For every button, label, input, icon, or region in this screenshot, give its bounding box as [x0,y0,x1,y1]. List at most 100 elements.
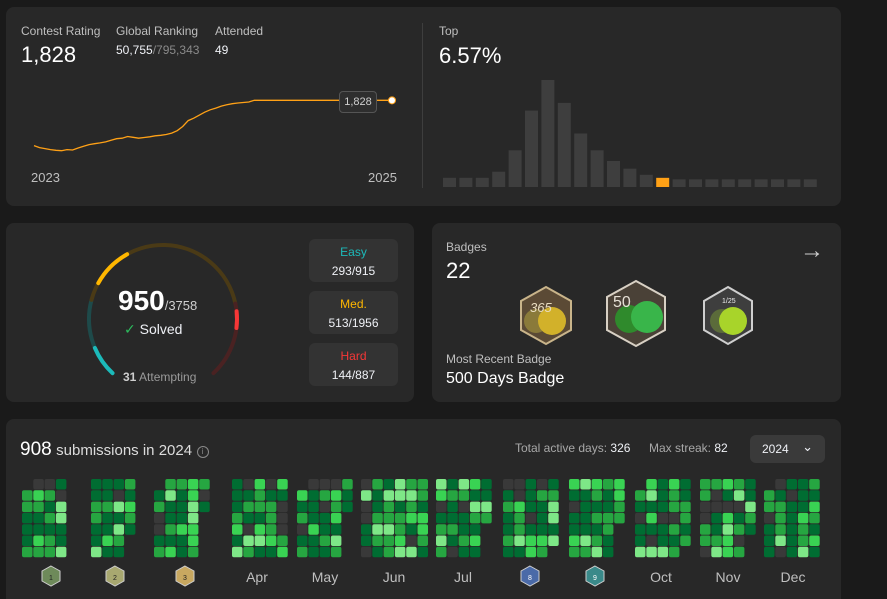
heatmap-day[interactable] [700,512,711,524]
heatmap-day[interactable] [417,512,429,524]
heatmap-day[interactable] [91,535,102,547]
heatmap-day[interactable] [22,501,33,513]
heatmap-day[interactable] [711,501,722,513]
heatmap-day[interactable] [243,501,254,513]
heatmap-day[interactable] [165,535,176,547]
heatmap-day[interactable] [342,490,353,501]
heatmap-day[interactable] [113,501,125,513]
heatmap-day[interactable] [436,524,447,535]
heatmap-day[interactable] [745,524,756,535]
heatmap-day[interactable] [458,512,470,524]
heatmap-day[interactable] [775,479,786,490]
heatmap-day[interactable] [786,490,798,501]
heatmap-day[interactable] [55,501,67,513]
heatmap-day[interactable] [711,490,722,501]
heatmap-day[interactable] [55,512,67,524]
heatmap-day[interactable] [711,512,722,524]
heatmap-day[interactable] [165,490,176,501]
heatmap-day[interactable] [657,524,669,535]
heatmap-grid[interactable] [6,419,841,599]
heatmap-day[interactable] [254,490,266,501]
heatmap-day[interactable] [469,490,481,501]
heatmap-day[interactable] [635,535,646,547]
heatmap-day[interactable] [330,512,342,524]
heatmap-day[interactable] [503,546,514,558]
heatmap-day[interactable] [44,479,56,490]
heatmap-day[interactable] [254,546,266,558]
heatmap-day[interactable] [33,501,44,513]
heatmap-day[interactable] [297,524,308,535]
heatmap-day[interactable] [417,490,429,501]
heatmap-day[interactable] [319,512,331,524]
heatmap-day[interactable] [372,490,383,501]
heatmap-day[interactable] [775,524,786,535]
heatmap-day[interactable] [514,524,525,535]
heatmap-day[interactable] [469,501,481,513]
heatmap-day[interactable] [383,501,395,513]
heatmap-day[interactable] [657,535,669,547]
heatmap-day[interactable] [635,512,646,524]
heatmap-day[interactable] [602,490,614,501]
month-badge-sep-icon[interactable]: 9 [585,565,605,587]
heatmap-day[interactable] [361,524,372,535]
heatmap-day[interactable] [417,546,429,558]
heatmap-day[interactable] [775,546,786,558]
heatmap-day[interactable] [436,490,447,501]
heatmap-day[interactable] [514,479,525,490]
heatmap-day[interactable] [668,479,680,490]
heatmap-day[interactable] [635,490,646,501]
heatmap-day[interactable] [447,490,458,501]
heatmap-day[interactable] [199,479,210,490]
heatmap-day[interactable] [319,501,331,513]
heatmap-day[interactable] [176,524,188,535]
heatmap-day[interactable] [503,535,514,547]
heatmap-day[interactable] [102,524,113,535]
heatmap-day[interactable] [797,512,809,524]
heatmap-day[interactable] [297,512,308,524]
heatmap-day[interactable] [243,546,254,558]
heatmap-day[interactable] [447,535,458,547]
heatmap-day[interactable] [44,546,56,558]
heatmap-day[interactable] [417,524,429,535]
heatmap-day[interactable] [154,501,165,513]
heatmap-day[interactable] [775,512,786,524]
heatmap-day[interactable] [646,535,657,547]
heatmap-day[interactable] [361,512,372,524]
heatmap-day[interactable] [525,512,537,524]
heatmap-day[interactable] [406,501,417,513]
heatmap-day[interactable] [525,546,537,558]
heatmap-day[interactable] [525,490,537,501]
heatmap-day[interactable] [635,546,646,558]
heatmap-day[interactable] [187,490,199,501]
heatmap-day[interactable] [44,524,56,535]
heatmap-day[interactable] [469,546,481,558]
heatmap-day[interactable] [548,535,559,547]
heatmap-day[interactable] [277,535,288,547]
heatmap-day[interactable] [733,535,745,547]
heatmap-day[interactable] [361,535,372,547]
heatmap-day[interactable] [591,535,603,547]
heatmap-day[interactable] [809,546,820,558]
heatmap-day[interactable] [514,546,525,558]
heatmap-day[interactable] [722,490,734,501]
heatmap-day[interactable] [797,501,809,513]
heatmap-day[interactable] [548,501,559,513]
heatmap-day[interactable] [447,512,458,524]
heatmap-day[interactable] [786,546,798,558]
heatmap-day[interactable] [447,524,458,535]
heatmap-day[interactable] [187,512,199,524]
heatmap-day[interactable] [436,501,447,513]
heatmap-day[interactable] [680,535,691,547]
heatmap-day[interactable] [797,479,809,490]
heatmap-day[interactable] [469,479,481,490]
heatmap-day[interactable] [525,524,537,535]
heatmap-day[interactable] [646,512,657,524]
heatmap-day[interactable] [602,524,614,535]
heatmap-day[interactable] [733,546,745,558]
heatmap-day[interactable] [764,501,775,513]
heatmap-day[interactable] [809,535,820,547]
heatmap-day[interactable] [700,535,711,547]
heatmap-day[interactable] [406,512,417,524]
heatmap-day[interactable] [361,501,372,513]
heatmap-day[interactable] [548,490,559,501]
